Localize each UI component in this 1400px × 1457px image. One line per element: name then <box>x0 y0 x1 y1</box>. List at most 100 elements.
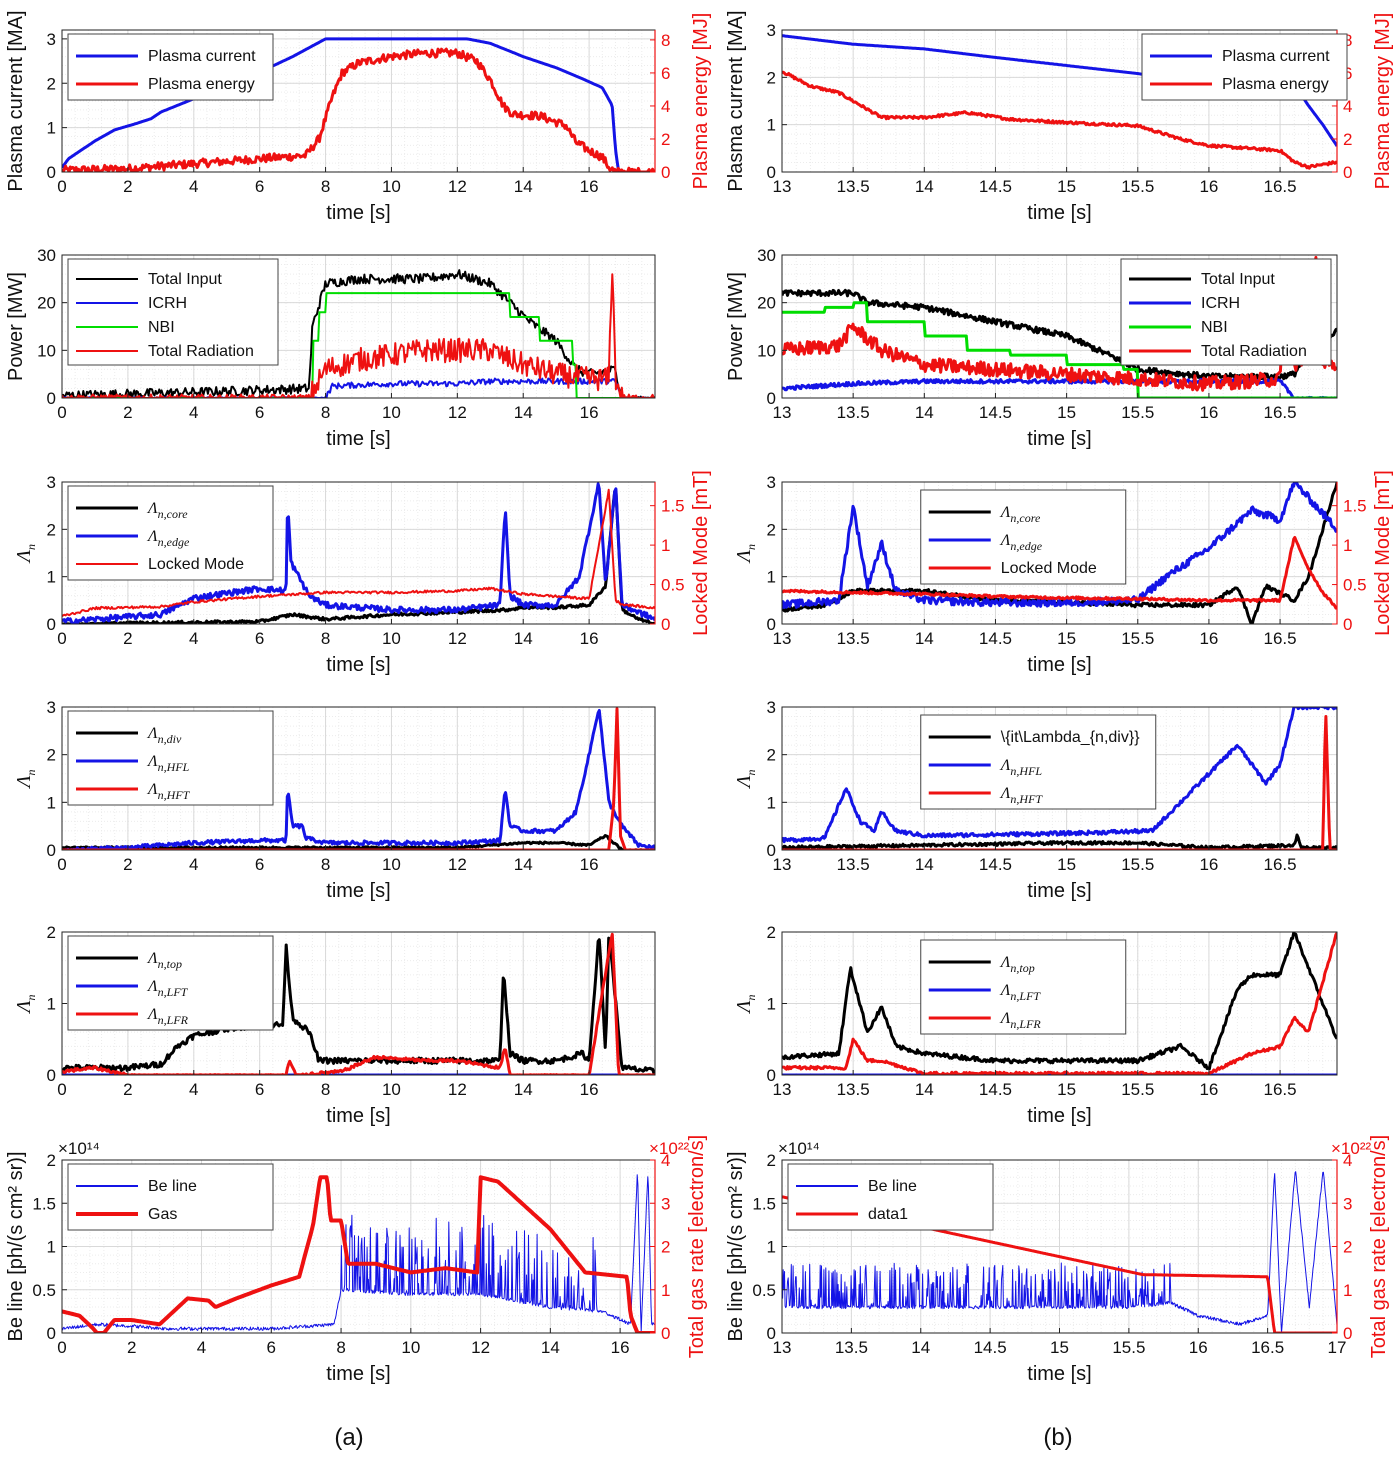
x-tick-label: 16.5 <box>1251 1338 1284 1357</box>
x-tick-label: 14.5 <box>979 177 1012 196</box>
x-tick-label: 8 <box>321 1080 330 1099</box>
y-tick-label: 0.5 <box>32 1281 56 1300</box>
x-tick-label: 0 <box>57 403 66 422</box>
axes-frame <box>61 254 656 399</box>
y-right-tick-label: 1 <box>661 536 670 555</box>
series-locked-mode <box>782 536 1337 610</box>
x-tick-label: 13 <box>773 403 792 422</box>
y-axis-label: Power [MW] <box>5 272 27 381</box>
x-axis-label: time [s] <box>326 880 390 902</box>
y-tick-label: 2 <box>47 1151 56 1170</box>
series-group <box>62 269 655 398</box>
series-total-radiation <box>62 273 655 398</box>
x-tick-label: 16 <box>580 177 599 196</box>
series-n-edge <box>62 482 655 624</box>
y-right-tick-label: 4 <box>661 1151 670 1170</box>
chart-b6: 13 13.5 14 14.5 15 15.5 16 16.5 1700.511.5201234… <box>725 1135 1390 1385</box>
x-tick-label: 16 <box>1199 855 1218 874</box>
x-tick-label: 13 <box>773 1080 792 1099</box>
svg-text:Λn: Λn <box>13 769 38 789</box>
series-group <box>782 255 1337 398</box>
legend-label: Λn,core <box>999 504 1041 525</box>
svg-text:Plasma energy [MJ]: Plasma energy [MJ] <box>690 13 712 190</box>
svg-text:Plasma energy [MJ]: Plasma energy [MJ] <box>1372 13 1394 190</box>
x-tick-label: 16 <box>1199 403 1218 422</box>
y-right-exponent-label: ×10²² <box>649 1139 689 1158</box>
x-tick-label: 8 <box>321 855 330 874</box>
y-right-tick-label: 3 <box>1343 1194 1352 1213</box>
x-tick-label: 14.5 <box>979 629 1012 648</box>
x-tick-label: 14 <box>915 855 934 874</box>
y-axis-label: Be line [ph/(s cm² sr)] <box>725 1151 747 1341</box>
axes-frame <box>781 254 1338 399</box>
x-tick-label: 13 <box>773 177 792 196</box>
legend-label: Be line <box>148 1178 197 1195</box>
x-tick-label: 14.5 <box>974 1338 1007 1357</box>
x-axis-label: time [s] <box>326 428 390 450</box>
y-right-tick-label: 6 <box>661 64 670 83</box>
x-tick-label: 14.5 <box>979 1080 1012 1099</box>
x-tick-label: 6 <box>255 177 264 196</box>
y-tick-label: 20 <box>37 294 56 313</box>
y-right-tick-label: 1.5 <box>1343 497 1367 516</box>
legend-label: Λn,HFT <box>999 785 1044 806</box>
legend-label: Locked Mode <box>1001 560 1097 577</box>
y-tick-label: 3 <box>47 698 56 717</box>
x-tick-label: 13.5 <box>835 1338 868 1357</box>
y-tick-label: 1.5 <box>752 1194 776 1213</box>
legend-label: data1 <box>868 1206 908 1223</box>
y-axis-label: Λn <box>13 544 38 564</box>
legend: Be line Gas <box>67 1163 274 1231</box>
x-tick-label: 14 <box>514 629 533 648</box>
x-tick-label: 16.5 <box>1264 629 1297 648</box>
legend: \{it\Lambda_{n,div}} Λn,HFL Λn,HFT <box>920 714 1157 810</box>
series-group <box>62 1174 655 1333</box>
x-tick-label: 16 <box>580 629 599 648</box>
series-be-line <box>782 1171 1337 1333</box>
x-tick-label: 10 <box>382 629 401 648</box>
series-plasma-energy <box>782 70 1337 170</box>
y-axis-label: Power [MW] <box>725 272 747 381</box>
y-axis-label: Λn <box>733 994 758 1014</box>
x-tick-label: 13.5 <box>837 403 870 422</box>
y-axis-label: Λn <box>13 769 38 789</box>
x-tick-label: 16.5 <box>1264 855 1297 874</box>
y-tick-label: 0 <box>767 1066 776 1085</box>
x-axis-label: time [s] <box>1027 1105 1091 1127</box>
series-it-lambda-n-div <box>782 833 1337 850</box>
x-tick-label: 15 <box>1057 629 1076 648</box>
y-tick-label: 0 <box>767 389 776 408</box>
x-tick-label: 14 <box>514 177 533 196</box>
y-right-tick-label: 0 <box>661 615 670 634</box>
x-tick-label: 0 <box>57 1080 66 1099</box>
y-right-tick-label: 4 <box>1343 1151 1352 1170</box>
legend-label: Gas <box>148 1206 177 1223</box>
series-n-top <box>782 932 1337 1071</box>
legend-label: Plasma energy <box>148 76 255 93</box>
y-axis-label: Λn <box>733 769 758 789</box>
series-plasma-current <box>62 37 655 172</box>
y-tick-label: 3 <box>767 698 776 717</box>
y-tick-label: 1 <box>767 1238 776 1257</box>
series-total-radiation <box>782 255 1337 392</box>
x-tick-label: 6 <box>255 403 264 422</box>
svg-text:Power [MW]: Power [MW] <box>5 272 27 381</box>
legend: Λn,core Λn,edge Locked Mode <box>67 485 274 581</box>
legend: Plasma current Plasma energy <box>1141 33 1348 101</box>
x-tick-label: 16 <box>1199 1080 1218 1099</box>
svg-text:Λn: Λn <box>733 544 758 564</box>
series-n-edge <box>782 482 1337 610</box>
x-tick-label: 4 <box>189 177 198 196</box>
svg-text:Total gas rate [electron/s]: Total gas rate [electron/s] <box>686 1135 708 1358</box>
y-right-tick-label: 0 <box>1343 1324 1352 1343</box>
y-right-axis-label: Plasma energy [MJ] <box>1372 13 1394 190</box>
x-tick-label: 16 <box>580 855 599 874</box>
legend-label: Plasma energy <box>1222 76 1329 93</box>
svg-text:Λn: Λn <box>733 994 758 1014</box>
x-tick-label: 12 <box>471 1338 490 1357</box>
y-tick-label: 1 <box>47 119 56 138</box>
svg-text:Λn: Λn <box>13 994 38 1014</box>
